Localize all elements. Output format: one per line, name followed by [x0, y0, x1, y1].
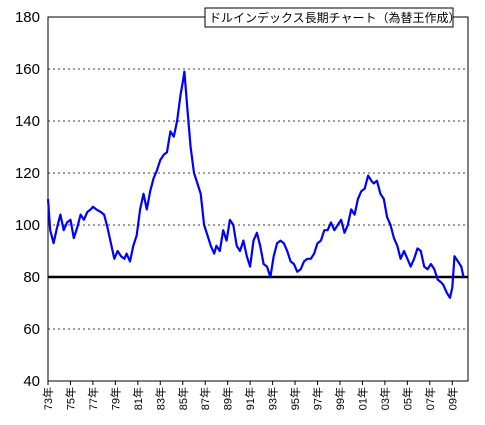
x-tick-label: 07年: [423, 387, 437, 410]
y-tick-label: 40: [23, 373, 40, 390]
x-tick-label: 77年: [86, 387, 100, 410]
chart-title-box: ドルインデックス長期チャート（為替王作成）: [204, 7, 461, 28]
y-tick-label: 160: [15, 61, 40, 78]
grid-lines: [48, 68, 468, 330]
x-tick-label: 97年: [311, 387, 325, 410]
x-tick-label: 73年: [41, 387, 55, 410]
x-tick-label: 03年: [378, 387, 392, 410]
x-tick-label: 99年: [333, 387, 347, 410]
x-tick-label: 85年: [176, 387, 190, 410]
y-tick-label: 80: [23, 269, 40, 286]
x-tick-label: 05年: [400, 387, 414, 410]
x-tick-label: 09年: [445, 387, 459, 410]
x-tick-label: 87年: [198, 387, 212, 410]
x-tick-label: 79年: [108, 387, 122, 410]
x-tick-label: 81年: [131, 387, 145, 410]
x-tick-label: 93年: [266, 387, 280, 410]
x-tick-label: 83年: [153, 387, 167, 410]
y-tick-label: 140: [15, 113, 40, 130]
x-tick-label: 75年: [63, 387, 77, 410]
x-tick-label: 95年: [288, 387, 302, 410]
x-tick-label: 01年: [355, 387, 369, 410]
chart-title: ドルインデックス長期チャート（為替王作成）: [209, 10, 461, 25]
series-line-dollar-index: [46, 70, 465, 299]
y-tick-label: 120: [15, 165, 40, 182]
y-tick-labels: 40 60 80 100 120 140 160 180: [15, 9, 40, 390]
plot-area-frame: [47, 16, 469, 382]
y-tick-label: 60: [23, 321, 40, 338]
x-tick-label: 91年: [243, 387, 257, 410]
x-tick-label: 89年: [221, 387, 235, 410]
y-tick-label: 180: [15, 9, 40, 26]
x-tick-labels: 73年 75年 77年 79年 81年 83年 85年 87年 89年 91年 93年 95年 97年 9…: [41, 381, 459, 410]
y-tick-label: 100: [15, 217, 40, 234]
